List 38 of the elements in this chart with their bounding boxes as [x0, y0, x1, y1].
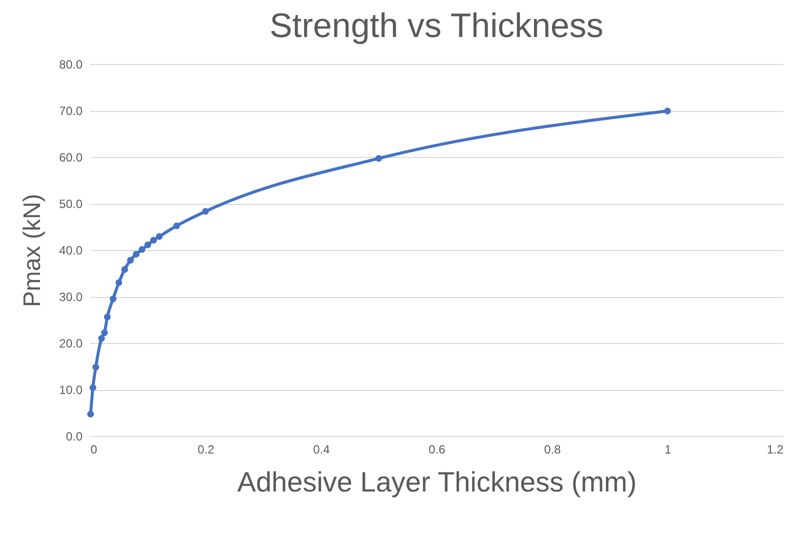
point [101, 329, 108, 336]
y-tick-label: 20.0 [59, 336, 83, 350]
point [173, 222, 180, 230]
point [116, 279, 122, 286]
point [664, 108, 671, 114]
point [104, 314, 111, 320]
y-tick-label: 50.0 [59, 197, 83, 211]
point [375, 155, 382, 162]
point [87, 410, 94, 418]
point [121, 266, 128, 273]
y-tick-label: 40.0 [59, 244, 83, 258]
x-tick-label: 0 [90, 442, 98, 456]
point [202, 208, 209, 215]
point [110, 295, 116, 302]
y-tick-label: 10.0 [59, 383, 83, 397]
point [156, 233, 163, 240]
y-tick-label: 60.0 [59, 150, 83, 164]
y-tick-label: 30.0 [59, 290, 83, 304]
x-tick-label: 1.2 [766, 442, 784, 456]
chart-title: Strength vs Thickness [270, 7, 604, 45]
y-tick-label: 70.0 [59, 104, 83, 118]
x-tick-label: 0.6 [428, 442, 446, 456]
point [144, 242, 152, 248]
point [138, 246, 146, 253]
x-tick-label: 1 [664, 442, 672, 456]
point [132, 250, 140, 258]
point [92, 364, 100, 371]
x-tick-label: 0.2 [198, 442, 215, 456]
y-tick-label: 0.0 [66, 430, 83, 444]
y-axis-title: Pmax (kN) [19, 194, 46, 308]
y-tick-label: 80.0 [59, 58, 83, 72]
x-axis-title: Adhesive Layer Thickness (mm) [237, 466, 637, 498]
point [90, 384, 96, 391]
x-tick-label: 0.8 [544, 442, 562, 456]
x-tick-label: 0.4 [313, 442, 330, 456]
point [150, 236, 157, 244]
point [127, 256, 134, 264]
point [98, 335, 105, 342]
